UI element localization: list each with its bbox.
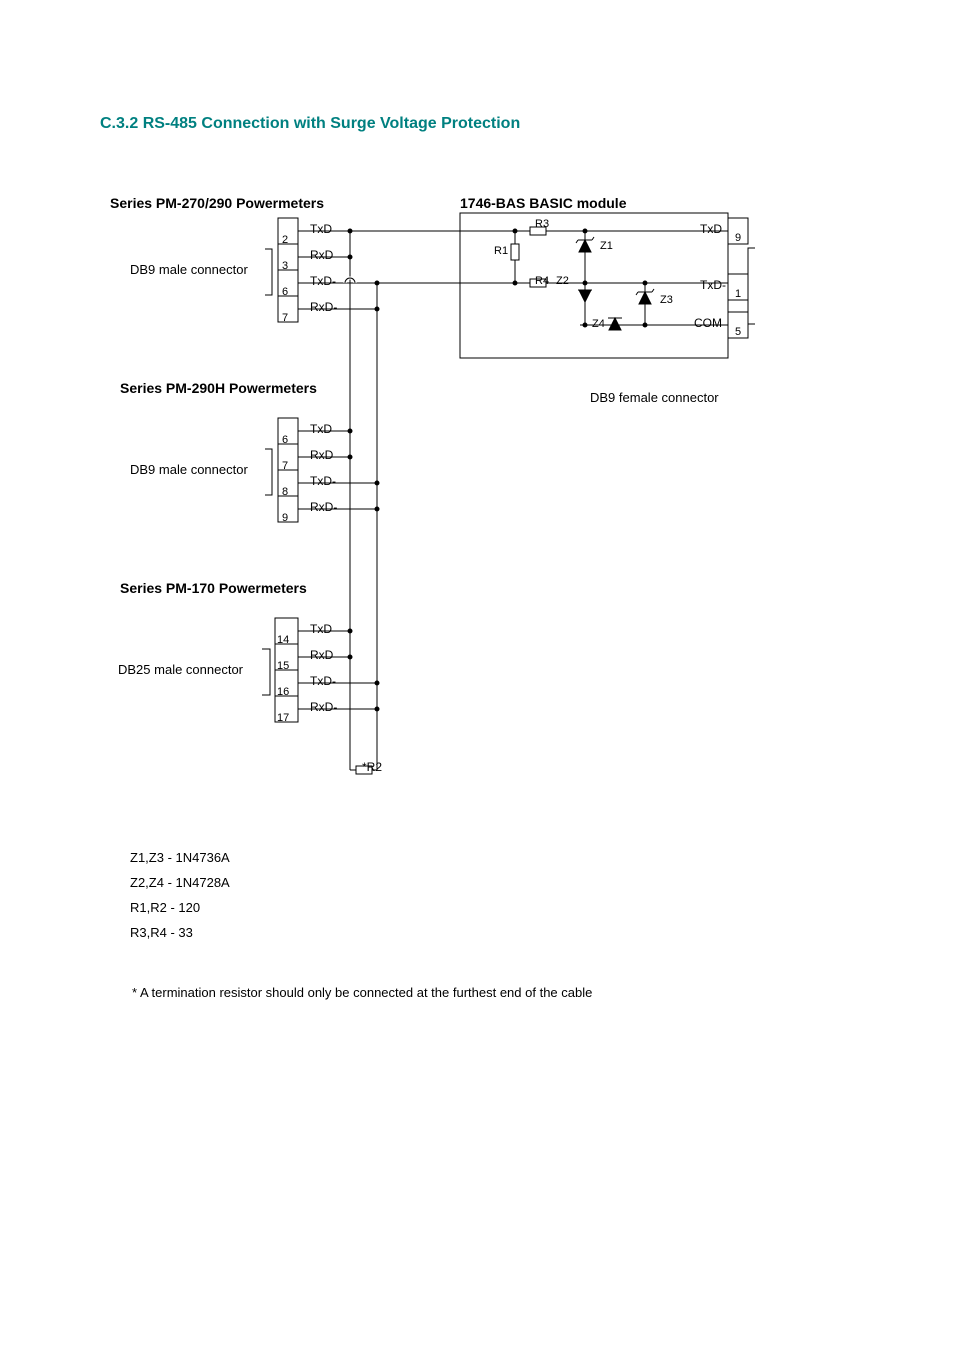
wiring-diagram (0, 0, 954, 1348)
